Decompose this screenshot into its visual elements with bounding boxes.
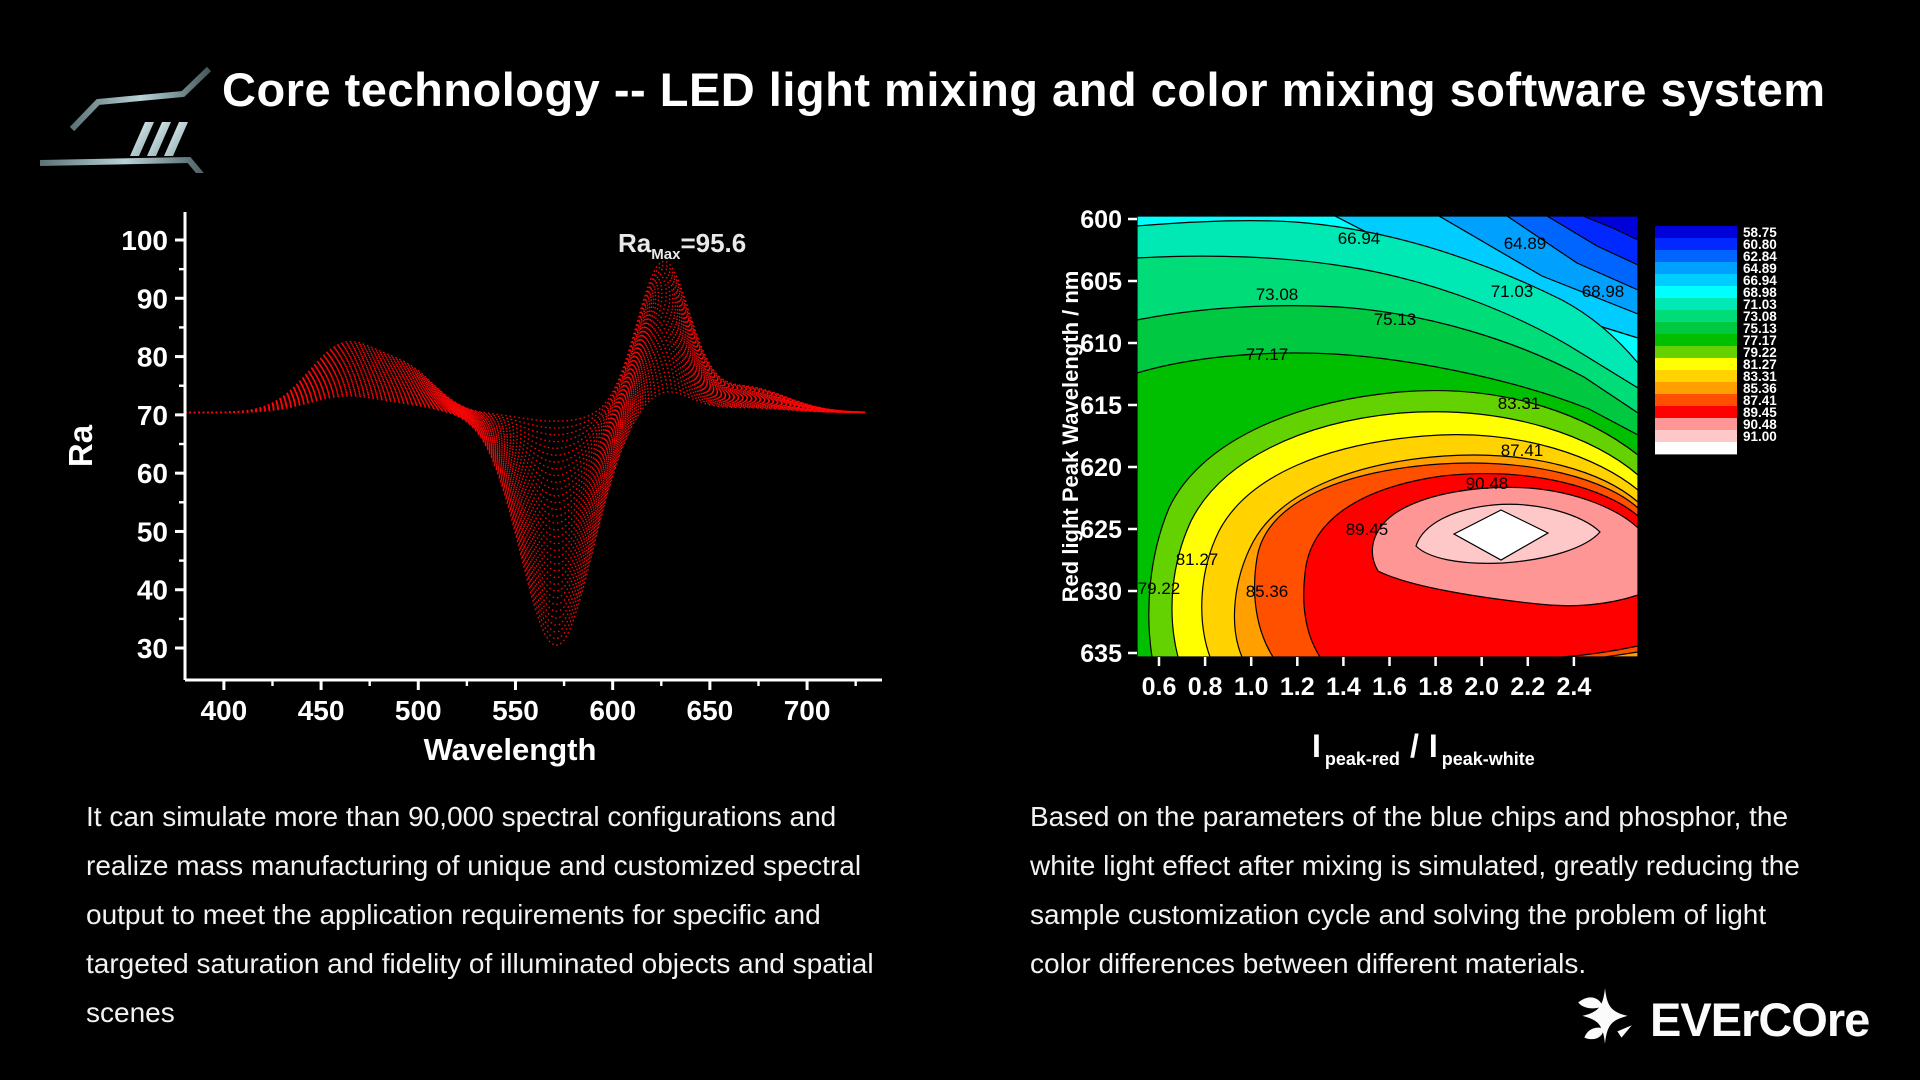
- svg-text:1.2: 1.2: [1280, 673, 1315, 701]
- svg-text:630: 630: [1080, 578, 1122, 606]
- logo-lower-line: [39, 156, 204, 173]
- svg-text:100: 100: [121, 225, 168, 256]
- brand-logo: EVErCOre: [1572, 986, 1870, 1052]
- svg-text:1.6: 1.6: [1372, 673, 1407, 701]
- x-axis-label: Wavelength: [424, 732, 597, 767]
- svg-text:89.45: 89.45: [1346, 520, 1389, 539]
- butterfly-star-icon: [1578, 988, 1632, 1044]
- svg-text:89.45: 89.45: [1743, 405, 1777, 420]
- svg-text:550: 550: [492, 695, 539, 726]
- svg-text:85.36: 85.36: [1743, 381, 1777, 396]
- angular-stripes-logo: [39, 66, 212, 173]
- svg-text:77.17: 77.17: [1743, 333, 1777, 348]
- ra-max-annotation: RaMax=95.6: [618, 228, 746, 263]
- svg-text:500: 500: [395, 695, 442, 726]
- svg-text:87.41: 87.41: [1501, 441, 1544, 460]
- logo-upper-line: [69, 66, 212, 132]
- svg-text:71.03: 71.03: [1743, 297, 1777, 312]
- svg-text:30: 30: [137, 633, 168, 664]
- svg-text:2.0: 2.0: [1464, 673, 1499, 701]
- svg-text:77.17: 77.17: [1246, 345, 1289, 364]
- spectral-ra-chart: 100 90 80 70 60 50 40 30 400 450 500 550 600 650 700 Ra…: [62, 212, 882, 767]
- caption-right: Based on the parameters of the blue chip…: [1030, 801, 1800, 979]
- svg-text:68.98: 68.98: [1743, 285, 1777, 300]
- logo-stripes: [130, 122, 188, 156]
- svg-text:600: 600: [1080, 206, 1122, 234]
- svg-text:73.08: 73.08: [1743, 309, 1777, 324]
- svg-text:615: 615: [1080, 392, 1122, 420]
- svg-text:2.4: 2.4: [1557, 673, 1592, 701]
- svg-text:1.4: 1.4: [1326, 673, 1361, 701]
- svg-text:64.89: 64.89: [1504, 234, 1547, 253]
- svg-text:605: 605: [1080, 268, 1122, 296]
- svg-text:650: 650: [687, 695, 734, 726]
- svg-text:600: 600: [589, 695, 636, 726]
- contour-plot-area: 66.94 64.89 73.08 71.03 68.98 75.13 77.17 83.31…: [1136, 215, 1639, 658]
- svg-text:75.13: 75.13: [1374, 310, 1417, 329]
- y-axis-label: Red light Peak Wavelength / nm: [1058, 271, 1083, 603]
- svg-text:635: 635: [1080, 640, 1122, 668]
- svg-text:83.31: 83.31: [1498, 394, 1541, 413]
- svg-text:81.27: 81.27: [1743, 357, 1777, 372]
- svg-text:64.89: 64.89: [1743, 261, 1777, 276]
- svg-text:73.08: 73.08: [1256, 285, 1299, 304]
- svg-text:625: 625: [1080, 516, 1122, 544]
- y-axis-label: Ra: [62, 424, 99, 467]
- svg-text:2.2: 2.2: [1510, 673, 1545, 701]
- svg-text:1.8: 1.8: [1418, 673, 1453, 701]
- brand-name: EVErCOre: [1650, 992, 1870, 1046]
- svg-text:90: 90: [137, 283, 168, 314]
- svg-text:81.27: 81.27: [1176, 550, 1219, 569]
- svg-text:85.36: 85.36: [1246, 582, 1289, 601]
- svg-text:58.75: 58.75: [1743, 225, 1777, 240]
- page-title: Core technology -- LED light mixing and …: [222, 63, 1826, 116]
- svg-text:40: 40: [137, 575, 168, 606]
- svg-text:50: 50: [137, 516, 168, 547]
- svg-text:62.84: 62.84: [1743, 249, 1777, 264]
- svg-text:68.98: 68.98: [1582, 282, 1625, 301]
- svg-text:75.13: 75.13: [1743, 321, 1777, 336]
- colorbar: 58.7560.8062.8464.8966.9468.9871.0373.08…: [1655, 225, 1777, 455]
- svg-text:620: 620: [1080, 454, 1122, 482]
- svg-text:60: 60: [137, 458, 168, 489]
- svg-text:66.94: 66.94: [1743, 273, 1777, 288]
- svg-text:70: 70: [137, 400, 168, 431]
- svg-text:610: 610: [1080, 330, 1122, 358]
- svg-text:400: 400: [201, 695, 248, 726]
- svg-text:60.80: 60.80: [1743, 237, 1777, 252]
- svg-text:90.48: 90.48: [1466, 474, 1509, 493]
- svg-text:87.41: 87.41: [1743, 393, 1777, 408]
- svg-text:71.03: 71.03: [1491, 282, 1534, 301]
- svg-text:80: 80: [137, 342, 168, 373]
- svg-text:0.6: 0.6: [1142, 673, 1177, 701]
- svg-text:1.0: 1.0: [1234, 673, 1269, 701]
- svg-text:66.94: 66.94: [1338, 229, 1381, 248]
- caption-left: It can simulate more than 90,000 spectra…: [86, 801, 874, 1028]
- svg-text:0.8: 0.8: [1188, 673, 1223, 701]
- svg-text:83.31: 83.31: [1743, 369, 1777, 384]
- svg-text:450: 450: [298, 695, 345, 726]
- svg-text:700: 700: [784, 695, 831, 726]
- svg-text:79.22: 79.22: [1743, 345, 1777, 360]
- svg-text:91.00: 91.00: [1743, 429, 1777, 444]
- svg-text:90.48: 90.48: [1743, 417, 1777, 432]
- svg-text:79.22: 79.22: [1138, 579, 1181, 598]
